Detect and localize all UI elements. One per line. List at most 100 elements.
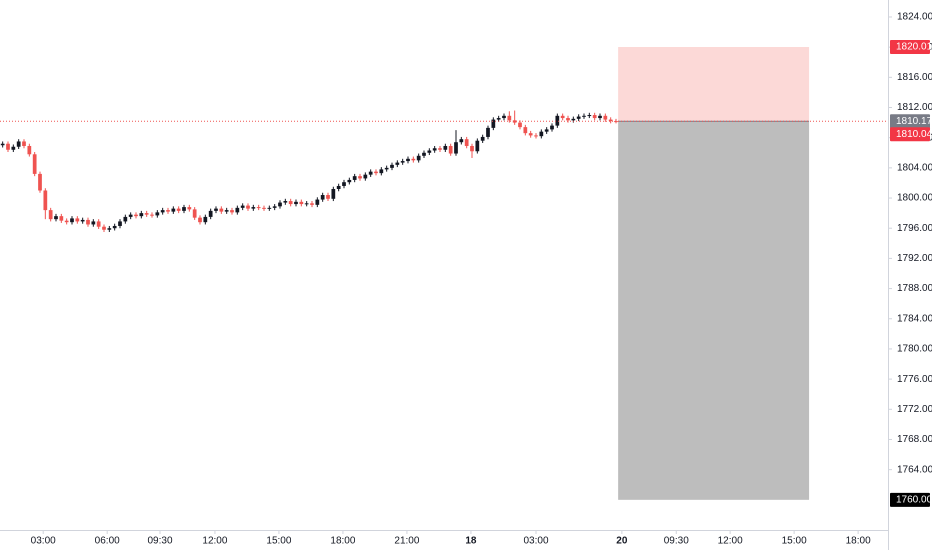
candle-body [278,202,282,207]
candle-body [582,115,586,117]
candle-body [187,207,192,210]
candle-body [598,115,602,119]
candle-body [192,209,197,218]
candle-body [288,201,293,205]
y-tick-label: 1804.000 [897,163,932,174]
candle-body [512,120,517,123]
candle-body [603,115,608,120]
candle-body [555,115,560,126]
price-label-box [890,492,930,507]
candle-body [70,218,74,223]
stop-zone [618,47,810,122]
candle-body [608,119,613,122]
candle-body [336,185,341,189]
candle-body [550,125,554,130]
price-label-text: 1810.046 [896,129,932,140]
price-label-box [890,127,930,142]
candle-body [448,145,453,154]
candle-body [507,115,512,121]
candle-body [166,210,170,212]
price-label: 1810.046 [890,127,932,142]
candle-body [523,127,528,134]
y-tick-label: 1816.000 [897,72,932,83]
candle-body [390,164,394,168]
candle-body [235,207,240,213]
candle-body [326,195,330,199]
price-label-text: 1820.019 [896,42,932,53]
candle-body [342,182,346,186]
candle-body [64,220,69,223]
y-tick-label: 1764.000 [897,464,932,475]
candle-body [299,201,304,205]
candle-body [144,213,149,215]
candle-body [176,208,181,211]
price-label: 1820.019 [890,40,932,55]
y-tick-label: 1792.000 [897,253,932,264]
candle-body [107,228,112,230]
candle-body [240,205,245,208]
candle-body [438,148,442,150]
candle-body [219,208,224,212]
x-tick-label: 18:00 [846,536,871,547]
x-tick-label: 03:00 [31,536,56,547]
candle-body [128,214,133,217]
candle-body [160,210,165,213]
candle-body [102,226,106,230]
candle-body [123,216,128,222]
candle-body [96,221,101,227]
y-tick-label: 1788.000 [897,283,932,294]
candle-body [528,133,533,136]
price-label: 1810.179 [890,114,932,129]
candle-body [374,171,378,174]
candle-body [491,119,496,128]
y-tick-label: 1800.000 [897,193,932,204]
candle-body [384,167,389,170]
candle-body [139,213,144,217]
candle-body [16,141,21,147]
price-label-text: 1810.179 [896,116,932,127]
candle-body [454,142,458,154]
x-tick-label: 12:00 [718,536,743,547]
candle-body [395,162,400,165]
candle-body [406,158,410,162]
candle-body [118,221,122,226]
candle-body [358,176,362,179]
x-tick-label: 03:00 [523,536,548,547]
candle-body [480,136,485,141]
candle-body [464,139,469,146]
x-tick-label: 15:00 [266,536,291,547]
candle-body [475,140,480,152]
candle-body [155,212,160,216]
candle-body [315,199,320,205]
candle-body [86,219,90,225]
candle-body [571,118,576,121]
candle-body [230,210,234,213]
candle-body [400,161,405,163]
x-tick-label: 12:00 [202,536,227,547]
candle-body [304,203,309,205]
price-label-text: 1760.000 [896,494,932,505]
x-tick-label: 21:00 [394,536,419,547]
candle-body [411,158,416,161]
y-tick-label: 1824.000 [897,12,932,23]
candle-body [272,206,277,208]
candle-body [587,115,592,117]
candle-body [518,122,522,128]
candle-body [246,205,250,209]
x-tick-label: 20 [616,536,628,547]
candle-body [262,207,266,209]
candle-body [182,207,186,211]
y-tick-label: 1812.000 [897,102,932,113]
candle-body [363,174,368,179]
candle-body [544,129,549,132]
candle-body [294,201,298,205]
x-tick-label: 18:00 [330,536,355,547]
candle-body [427,150,432,153]
candle-body [134,214,138,217]
candle-body [150,214,154,216]
candle-body [470,145,474,152]
candle-body [171,208,176,212]
x-tick-label: 18 [465,536,477,547]
candle-body [566,118,570,121]
